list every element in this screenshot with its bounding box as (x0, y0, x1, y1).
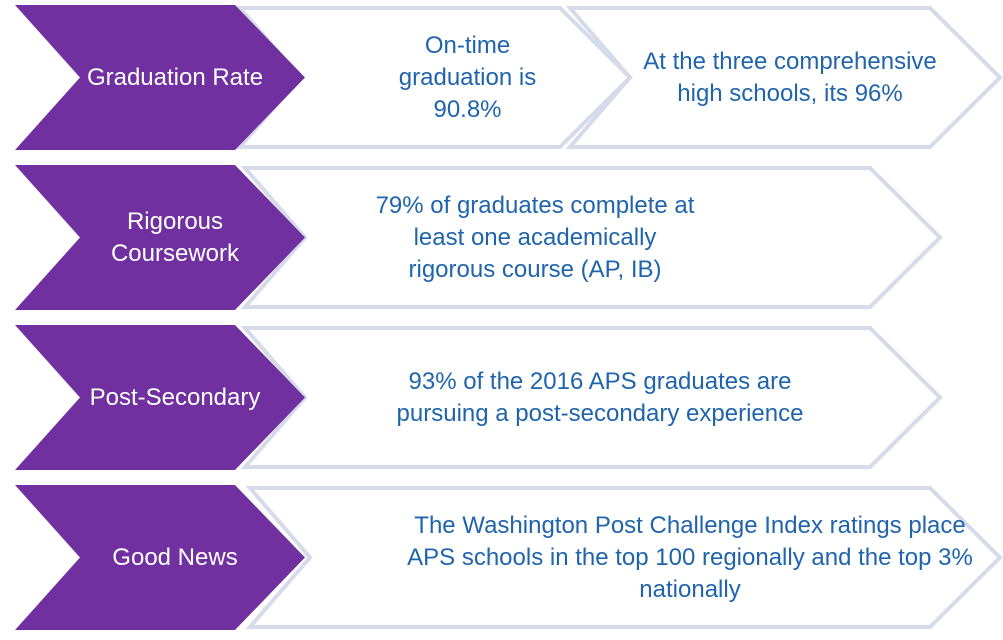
row-detail: At the three comprehensive high schools,… (643, 47, 937, 107)
label-chevron (15, 165, 305, 310)
row-detail: 79% of graduates complete at least one a… (375, 191, 695, 283)
row-detail: On-time graduation is 90.8% (398, 31, 537, 123)
row-label: Rigorous Coursework (110, 207, 240, 267)
row-label: Graduation Rate (86, 63, 264, 91)
label-chevron (15, 485, 305, 630)
row-detail: The Washington Post Challenge Index rati… (407, 511, 973, 603)
label-chevron (15, 325, 305, 470)
row-label: Post-Secondary (89, 383, 261, 411)
row-detail: 93% of the 2016 APS graduates are pursui… (396, 367, 804, 427)
row-label: Good News (112, 543, 238, 571)
label-chevron (15, 5, 305, 150)
detail-chevron (245, 486, 1003, 629)
